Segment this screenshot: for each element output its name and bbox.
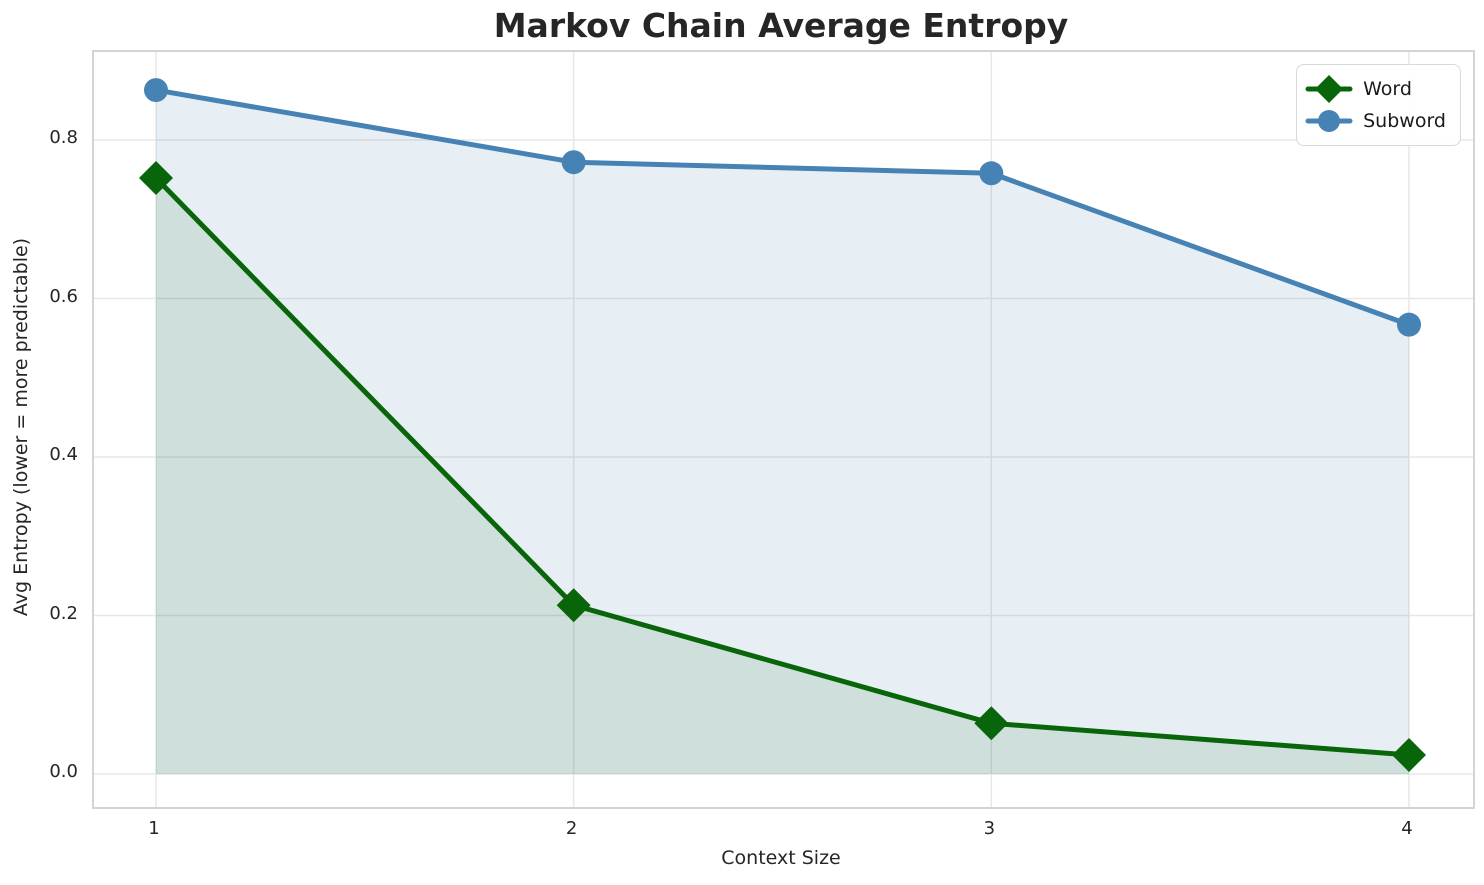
diamond-marker [1315,75,1344,103]
y-tick-label: 0.4 [49,444,78,465]
y-tick-label: 0.6 [49,285,78,307]
word-area-fill [156,178,1410,774]
x-tick-label: 2 [565,818,578,839]
x-tick-label: 3 [983,818,996,839]
y-axis-label: Avg Entropy (lower = more predictable) [10,237,32,617]
circle-marker [561,150,586,175]
circle-marker [1318,110,1341,132]
plot-area: Word Subword [92,50,1475,809]
x-axis-label: Context Size [721,847,841,869]
legend-label: Subword [1363,110,1446,132]
chart-legend: Word Subword [1296,64,1461,146]
x-tick-label: 1 [148,818,160,839]
circle-legend-glyph [1305,110,1353,132]
word-line [153,175,1412,758]
diamond-legend-glyph [1305,75,1353,103]
diamond-marker [974,706,1009,741]
circle-marker [979,161,1004,186]
legend-label: Word [1363,78,1412,100]
diamond-marker [556,588,591,623]
chart-plot-svg [94,52,1473,807]
chart-title: Markov Chain Average Entropy [493,6,1069,45]
x-tick-label: 4 [1401,818,1413,839]
circle-marker [144,78,168,103]
subword-line [153,87,1412,328]
diamond-marker [1392,737,1427,772]
y-tick-label: 0.0 [49,761,78,782]
y-tick-label: 0.8 [49,127,78,148]
legend-item-subword: Subword [1305,105,1446,137]
subword-area-fill [156,90,1410,774]
diamond-marker [139,161,173,196]
circle-marker [1397,312,1422,337]
y-tick-label: 0.2 [49,602,78,624]
legend-item-word: Word [1305,73,1446,105]
